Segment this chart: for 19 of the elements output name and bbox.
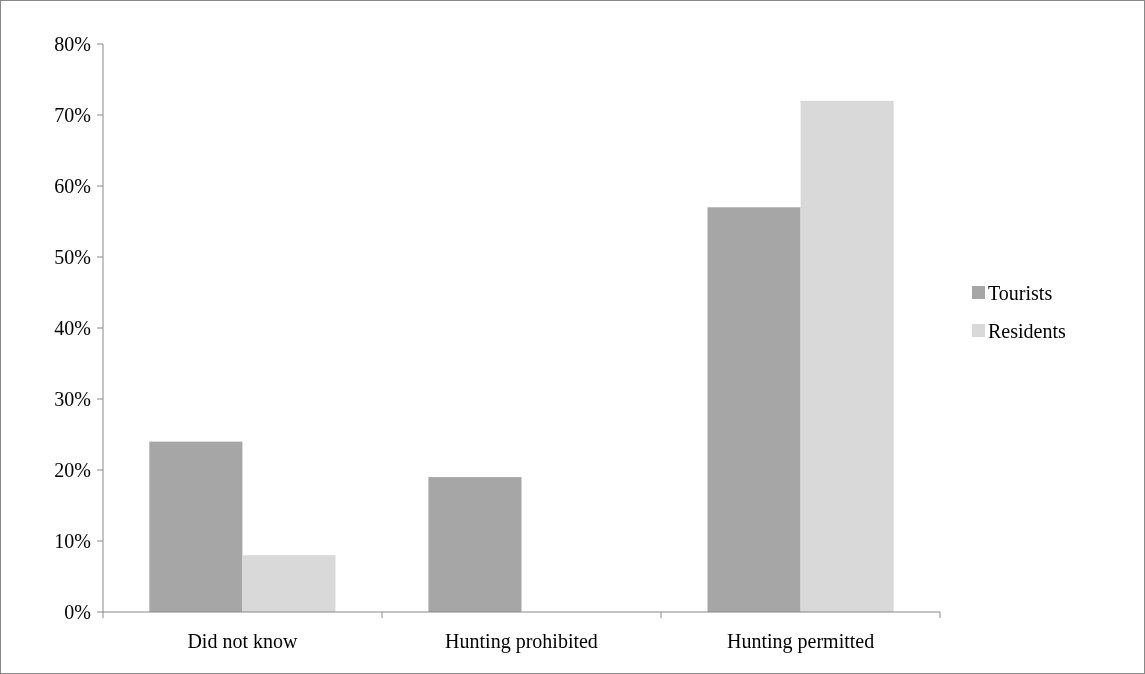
y-tick-label: 10% [54,530,91,552]
y-tick-label: 0% [64,601,91,623]
y-tick-label: 70% [54,104,91,126]
y-tick-label: 80% [54,33,91,55]
legend-label: Tourists [988,282,1053,304]
y-tick-label: 60% [54,175,91,197]
bar [242,555,336,612]
legend-label: Residents [988,320,1066,342]
bar [149,441,243,612]
bar [707,207,801,612]
y-tick-label: 20% [54,459,91,481]
y-tick-label: 40% [54,317,91,339]
y-tick-label: 30% [54,388,91,410]
bar [800,100,894,612]
x-tick-label: Did not know [187,630,298,652]
x-tick-label: Hunting prohibited [445,630,598,653]
x-tick-label: Hunting permitted [726,630,875,653]
bar [428,477,522,612]
y-tick-label: 50% [54,246,91,268]
